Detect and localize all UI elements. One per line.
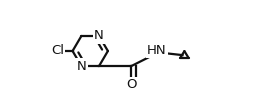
Text: Cl: Cl bbox=[51, 44, 64, 58]
Text: O: O bbox=[126, 78, 137, 91]
Text: HN: HN bbox=[147, 44, 167, 57]
Text: N: N bbox=[76, 60, 86, 73]
Text: N: N bbox=[94, 29, 104, 42]
